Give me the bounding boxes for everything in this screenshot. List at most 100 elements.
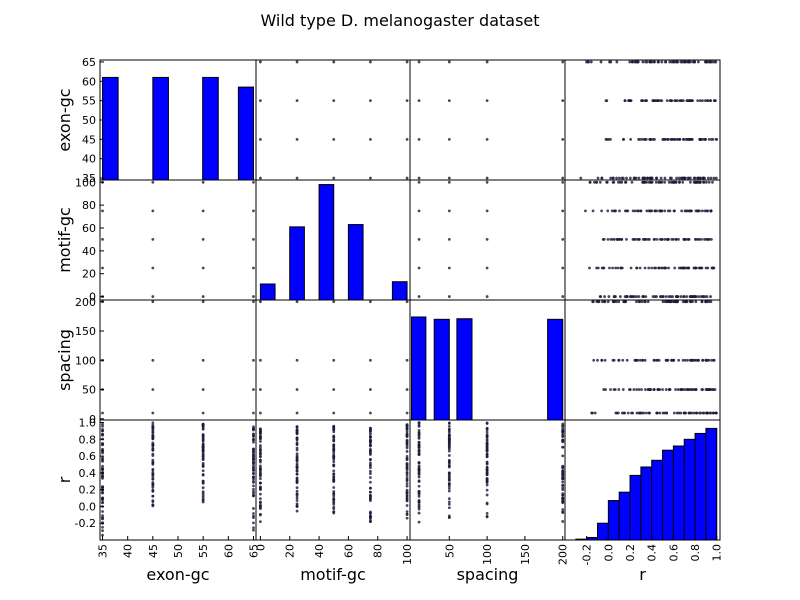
scatter-exon-gc-r-point [652,60,656,64]
scatter-r-spacing-point [447,447,451,451]
scatter-exon-gc-r-point [648,137,652,141]
scatter-exon-gc-r-point [630,60,634,64]
scatter-spacing-r-point [641,358,645,362]
scatter-exon-gc-r-point [690,137,694,141]
scatter-spacing-r-point [661,300,665,304]
scatter-r-motif-gc-point [332,435,336,439]
y-axis-label-spacing: spacing [55,329,74,391]
y-tick-label-exon-gc: 60 [82,75,96,88]
scatter-r-spacing-point [447,431,451,434]
panel-motif-gc-vs-motif-gc [255,179,411,301]
scatter-r-spacing-point [561,445,565,449]
scatter-exon-gc-r-point [685,137,689,141]
histogram-bar-r [662,449,674,540]
scatter-r-exon-gc-point [201,500,205,504]
scatter-r-exon-gc-point [101,514,104,518]
scatter-motif-gc-r-point [644,295,648,298]
scatter-spacing-r-point [652,388,656,391]
scatter-exon-gc-r-point [701,137,704,141]
scatter-exon-gc-spacing-point [447,99,451,103]
scatter-exon-gc-r-point [641,60,645,64]
scatter-r-exon-gc-point [151,475,155,479]
scatter-motif-gc-r-point [618,295,622,298]
scatter-spacing-r-point [681,300,685,304]
scatter-r-motif-gc-point [369,449,372,453]
histogram-bar-motif-gc [347,224,364,300]
scatter-exon-gc-r-point [699,176,703,180]
x-tick-label-spacing: 50 [443,544,456,558]
scatter-exon-gc-spacing-point [447,60,451,64]
scatter-exon-gc-r-point [629,137,633,141]
scatter-spacing-r-point [646,300,650,304]
scatter-motif-gc-r-point [703,295,707,298]
scatter-r-motif-gc-point [259,468,262,471]
scatter-exon-gc-r-point [668,99,672,103]
scatter-spacing-motif-gc-point [259,358,262,362]
scatter-r-motif-gc-point [369,495,372,499]
scatter-r-exon-gc-point [252,462,255,466]
scatter-motif-gc-r-point [706,266,710,270]
scatter-spacing-r-point [710,358,714,362]
scatter-motif-gc-spacing-point [447,180,451,184]
scatter-motif-gc-r-point [663,238,667,241]
scatter-motif-gc-r-point [626,209,630,213]
scatter-spacing-motif-gc-point [259,388,262,391]
y-tick-label-r: 0.4 [79,467,97,480]
scatter-motif-gc-spacing-point [417,180,421,184]
scatter-motif-gc-r-point [600,209,603,213]
scatter-exon-gc-r-point [637,176,641,180]
scatter-r-exon-gc-point [252,425,255,429]
scatter-exon-gc-r-point [656,99,660,103]
scatter-exon-gc-r-point [600,176,604,180]
scatter-spacing-r-point [712,358,716,362]
scatter-r-motif-gc-point [332,424,336,428]
scatter-exon-gc-r-point [660,60,664,64]
scatter-spacing-r-point [620,411,624,415]
scatter-r-motif-gc-point [369,472,372,476]
scatter-spacing-r-point [661,388,664,391]
scatter-r-exon-gc-point [252,434,255,438]
panel-r-vs-spacing [409,419,566,541]
scatter-r-exon-gc-point [252,521,255,525]
scatter-spacing-r-point [617,300,621,304]
scatter-r-exon-gc-point [252,491,255,495]
panel-content [101,421,255,537]
scatter-spacing-r-point [623,411,627,415]
figure-title: Wild type D. melanogaster dataset [260,11,539,30]
scatter-motif-gc-r-point [616,266,620,270]
scatter-r-motif-gc-point [259,501,262,505]
scatter-r-spacing-point [417,492,421,496]
y-tick-label-spacing: 0 [89,413,96,426]
x-tick-label-motif-gc: 100 [401,544,414,565]
scatter-motif-gc-r-point [673,266,677,270]
scatter-r-spacing-point [561,439,565,443]
scatter-motif-gc-r-point [613,209,617,213]
scatter-motif-gc-r-point [619,266,623,270]
y-tick-label-r: 1.0 [79,417,97,430]
scatter-motif-gc-r-point [642,238,646,241]
scatter-motif-gc-r-point [680,266,683,270]
scatter-r-motif-gc-point [295,489,299,493]
scatter-r-motif-gc-point [369,426,372,430]
scatter-exon-gc-r-point [642,137,646,141]
scatter-motif-gc-r-point [641,295,645,298]
scatter-motif-gc-r-point [650,266,654,270]
scatter-motif-gc-r-point [711,266,715,270]
scatter-exon-gc-r-point [622,137,626,141]
scatter-r-exon-gc-point [201,427,205,431]
scatter-motif-gc-r-point [663,266,667,270]
scatter-r-exon-gc-point [201,456,205,460]
scatter-spacing-r-point [708,411,712,415]
scatter-exon-gc-r-point [684,60,687,64]
scatter-r-motif-gc-point [332,498,336,502]
scatter-motif-gc-r-point [659,209,662,213]
scatter-exon-gc-r-point [682,137,685,141]
scatter-r-spacing-point [417,500,421,503]
scatter-r-motif-gc-point [332,450,336,453]
y-tick-label-exon-gc: 40 [82,153,96,166]
scatter-exon-gc-spacing-point [447,137,451,141]
scatter-spacing-r-point [700,300,704,304]
scatter-exon-gc-r-point [636,60,639,64]
scatter-motif-gc-r-point [625,238,628,241]
scatter-spacing-exon-gc-point [151,411,155,415]
